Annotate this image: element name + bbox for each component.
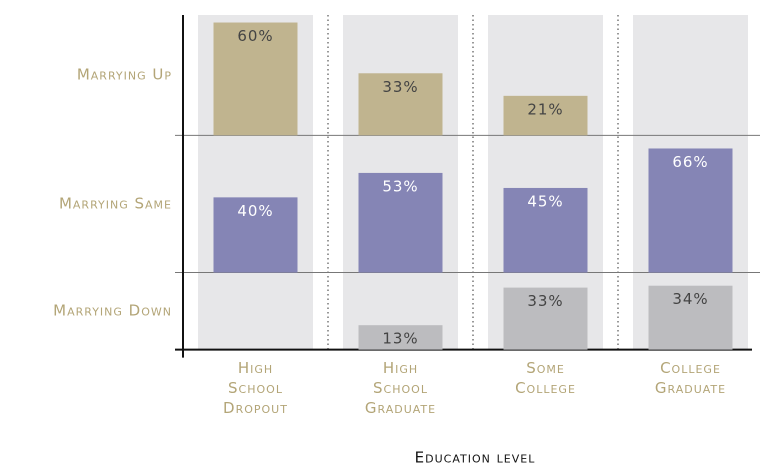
row-label: Marrying Up (77, 66, 172, 84)
bar (213, 197, 298, 273)
row-label: Marrying Same (59, 194, 172, 212)
value-label: 21% (527, 100, 563, 118)
value-label: 34% (672, 290, 708, 308)
x-tick-label: College Graduate (655, 359, 726, 397)
x-tick-label: High School Dropout (223, 359, 288, 417)
bar (503, 187, 588, 273)
bar (648, 285, 733, 350)
bar (213, 22, 298, 136)
bar (358, 172, 443, 273)
bar (358, 73, 443, 136)
x-axis-label: Education level (415, 449, 536, 464)
x-tick-label: High School Graduate (365, 359, 436, 417)
bar (648, 148, 733, 273)
value-label: 33% (382, 78, 418, 96)
value-label: 40% (237, 202, 273, 220)
value-label: 13% (382, 330, 418, 348)
value-label: 66% (672, 153, 708, 171)
value-label: 60% (237, 27, 273, 45)
row-label: Marrying Down (53, 302, 172, 320)
value-label: 53% (382, 177, 418, 195)
bar (503, 95, 588, 136)
value-label: 33% (527, 292, 563, 310)
bar (358, 325, 443, 350)
x-tick-label: Some College (515, 359, 576, 397)
value-label: 45% (527, 192, 563, 210)
bar (503, 287, 588, 350)
